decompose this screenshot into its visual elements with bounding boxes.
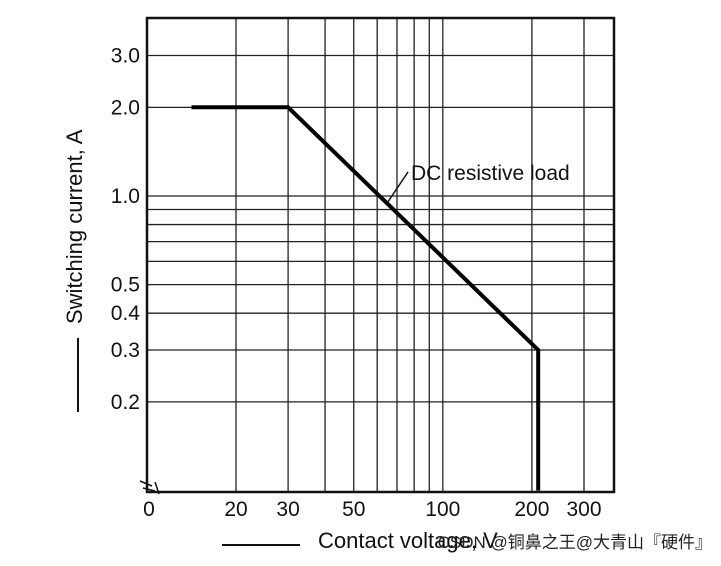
x-tick-label: 100 (425, 498, 460, 521)
plot-frame (145, 16, 616, 494)
series-line (191, 105, 541, 491)
y-tick-label: 0.2 (111, 391, 140, 414)
y-tick-label: 3.0 (111, 44, 140, 67)
x-tick-label: 50 (342, 498, 365, 521)
x-tick-label: 300 (566, 498, 601, 521)
y-tick-label: 0.5 (111, 274, 140, 297)
x-tick-label: 30 (276, 498, 299, 521)
x-tick-label: 200 (514, 498, 549, 521)
y-tick-label: 0.4 (111, 302, 141, 325)
y-tick-label: 1.0 (111, 185, 140, 208)
annotation-leader (386, 171, 409, 203)
annotation-dc-resistive-load: DC resistive load (411, 162, 570, 185)
y-tick-label: 0.3 (111, 339, 140, 362)
x-tick-label: 20 (224, 498, 247, 521)
watermark: CSDN @铜鼻之王@大青山『硬件』 (438, 533, 712, 552)
y-tick-label: 2.0 (111, 96, 140, 119)
x-origin-label: 0 (143, 498, 155, 521)
origin-mark (139, 480, 160, 495)
x-axis-title: Contact voltage, V (318, 528, 498, 553)
y-axis-title: Switching current, A (62, 129, 87, 324)
y-tick-labels: 0.2 0.3 0.4 0.5 1.0 2.0 3.0 (111, 44, 141, 413)
grid (147, 18, 614, 492)
x-tick-labels: 20 30 50 100 200 300 (224, 498, 601, 521)
series-layer (191, 105, 541, 491)
